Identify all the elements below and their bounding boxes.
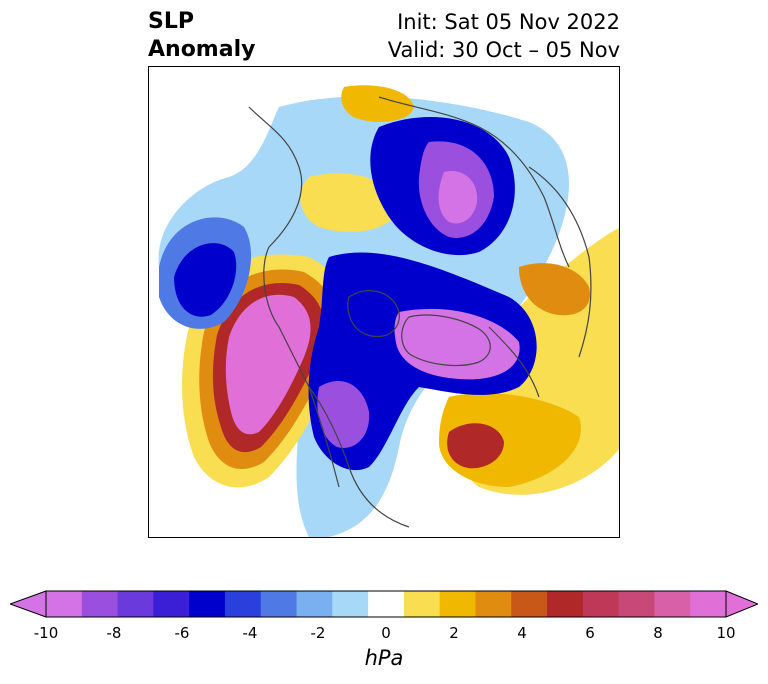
colorbar-segment — [296, 591, 333, 617]
colorbar-tick-label: 4 — [517, 624, 527, 642]
anomaly-darkblue-pacific — [174, 243, 237, 317]
colorbar-tick-label: 10 — [716, 624, 736, 642]
colorbar-segment — [368, 591, 405, 617]
colorbar-segment — [332, 591, 369, 617]
colorbar-tick-label: 6 — [585, 624, 595, 642]
colorbar-segment — [403, 591, 441, 617]
colorbar-segment — [582, 591, 620, 617]
colorbar-segment — [117, 591, 154, 617]
slp-anomaly-map — [148, 66, 620, 538]
colorbar-tick-label: -8 — [106, 624, 122, 642]
init-date: Init: Sat 05 Nov 2022 — [397, 10, 620, 34]
valid-range: Valid: 30 Oct – 05 Nov — [387, 38, 620, 62]
colorbar-segment — [690, 591, 727, 617]
colorbar-segment — [81, 591, 119, 617]
anomaly-orange-northeast — [519, 263, 590, 316]
colorbar-segment — [260, 591, 298, 617]
colorbar-tick-label: 8 — [653, 624, 663, 642]
colorbar-tick-label: 2 — [449, 624, 459, 642]
colorbar-segment — [618, 591, 655, 617]
colorbar-segment — [475, 591, 512, 617]
colorbar-over-arrow — [725, 590, 758, 618]
anomaly-red-east — [447, 423, 504, 469]
colorbar-tick-label: 0 — [381, 624, 391, 642]
colorbar-tick-label: -10 — [33, 624, 59, 642]
colorbar-segment — [511, 591, 548, 617]
colorbar — [10, 590, 758, 618]
colorbar-tick-label: -2 — [310, 624, 326, 642]
colorbar-segment — [547, 591, 584, 617]
title-line-2: Anomaly — [148, 37, 256, 62]
date-info: Init: Sat 05 Nov 2022 Valid: 30 Oct – 05… — [388, 8, 620, 64]
colorbar-tick-label: -6 — [174, 624, 190, 642]
title-line-1: SLP — [148, 9, 194, 34]
colorbar-unit-label: hPa — [364, 646, 404, 670]
colorbar-border — [45, 590, 727, 618]
anomaly-magenta-west — [225, 294, 311, 435]
map-title: SLP Anomaly — [148, 8, 255, 64]
map-canvas — [158, 85, 619, 537]
colorbar-tick-label: -4 — [242, 624, 258, 642]
coastlines — [248, 96, 592, 528]
colorbar-segment — [46, 591, 83, 617]
colorbar-segment — [439, 591, 476, 617]
colorbar-under-arrow — [10, 590, 47, 618]
colorbar-segment — [153, 591, 190, 617]
colorbar-segment — [654, 591, 691, 617]
anomaly-purple-south — [317, 381, 370, 448]
anomaly-yellow-north — [341, 85, 414, 122]
anomaly-pink-arctic — [438, 171, 478, 224]
colorbar-segment — [224, 591, 262, 617]
anomaly-yellow-center — [300, 173, 399, 232]
colorbar-segment — [189, 591, 226, 617]
